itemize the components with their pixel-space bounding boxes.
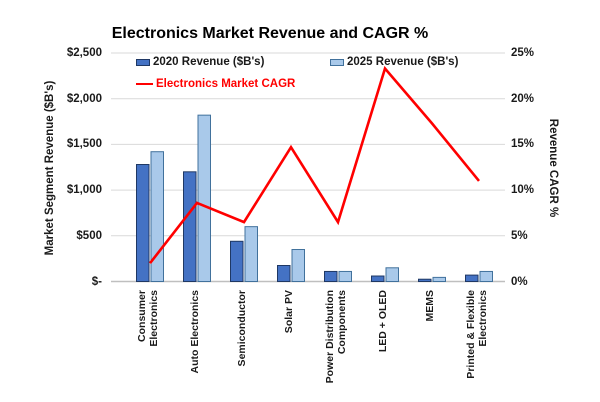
legend-label-2025: 2025 Revenue ($B's) <box>347 56 459 68</box>
right-axis-tick: 15% <box>511 138 535 151</box>
legend-label-cagr: Electronics Market CAGR <box>156 78 296 90</box>
bar-2020-5 <box>324 270 338 283</box>
bar-2020-8 <box>465 274 479 282</box>
left-axis-tick: $2,500 <box>66 47 102 59</box>
bar-2025-5 <box>338 270 352 283</box>
bar-2020-2 <box>183 171 197 283</box>
chart-title: Electronics Market Revenue and CAGR % <box>111 25 429 42</box>
bar-2025-3 <box>244 226 258 283</box>
bar-2020-7 <box>418 278 432 282</box>
category-label-3: Semiconductor <box>236 289 248 366</box>
bar-2025-7 <box>432 276 446 282</box>
legend-swatch-2020-icon <box>136 58 150 66</box>
left-axis-tick: $1,500 <box>66 138 102 151</box>
bar-2020-1 <box>136 164 150 282</box>
category-label-7: MEMS <box>424 289 436 322</box>
legend-line-swatch-icon <box>136 83 153 85</box>
left-axis-tick: $2,000 <box>66 92 102 105</box>
category-label-2: Auto Electronics <box>189 289 201 373</box>
bar-2025-8 <box>479 270 493 283</box>
left-axis-tick: $1,000 <box>66 184 102 197</box>
category-label-6: LED + OLED <box>377 289 389 352</box>
right-axis-tick: 10% <box>511 184 535 197</box>
right-axis-tick: 20% <box>511 92 535 105</box>
right-axis-tick: 0% <box>511 275 528 288</box>
left-axis-tick: $500 <box>76 229 102 242</box>
legend-item-2025: 2025 Revenue ($B's) <box>330 56 458 68</box>
bar-2025-4 <box>291 249 305 282</box>
bar-2025-1 <box>150 151 164 282</box>
legend-swatch-2025-icon <box>330 58 344 66</box>
right-axis-tick: 25% <box>511 47 535 59</box>
category-label-8: Printed & Flexible Electronics <box>465 289 489 379</box>
bar-2020-6 <box>371 275 385 282</box>
category-label-1: Consumer Electronics <box>136 289 160 347</box>
right-axis-tick: 5% <box>511 229 528 242</box>
legend-item-cagr: Electronics Market CAGR <box>136 78 295 90</box>
bar-2020-4 <box>277 265 291 283</box>
legend-item-2020: 2020 Revenue ($B's) <box>136 56 264 68</box>
cagr-line <box>148 65 481 265</box>
left-axis-tick: $- <box>91 275 102 288</box>
legend-label-2020: 2020 Revenue ($B's) <box>153 56 265 68</box>
bar-2025-2 <box>197 114 211 283</box>
category-label-5: Power Distribution Components <box>324 289 348 383</box>
bar-2020-3 <box>230 240 244 282</box>
category-label-4: Solar PV <box>283 289 295 333</box>
bar-2025-6 <box>385 267 399 283</box>
